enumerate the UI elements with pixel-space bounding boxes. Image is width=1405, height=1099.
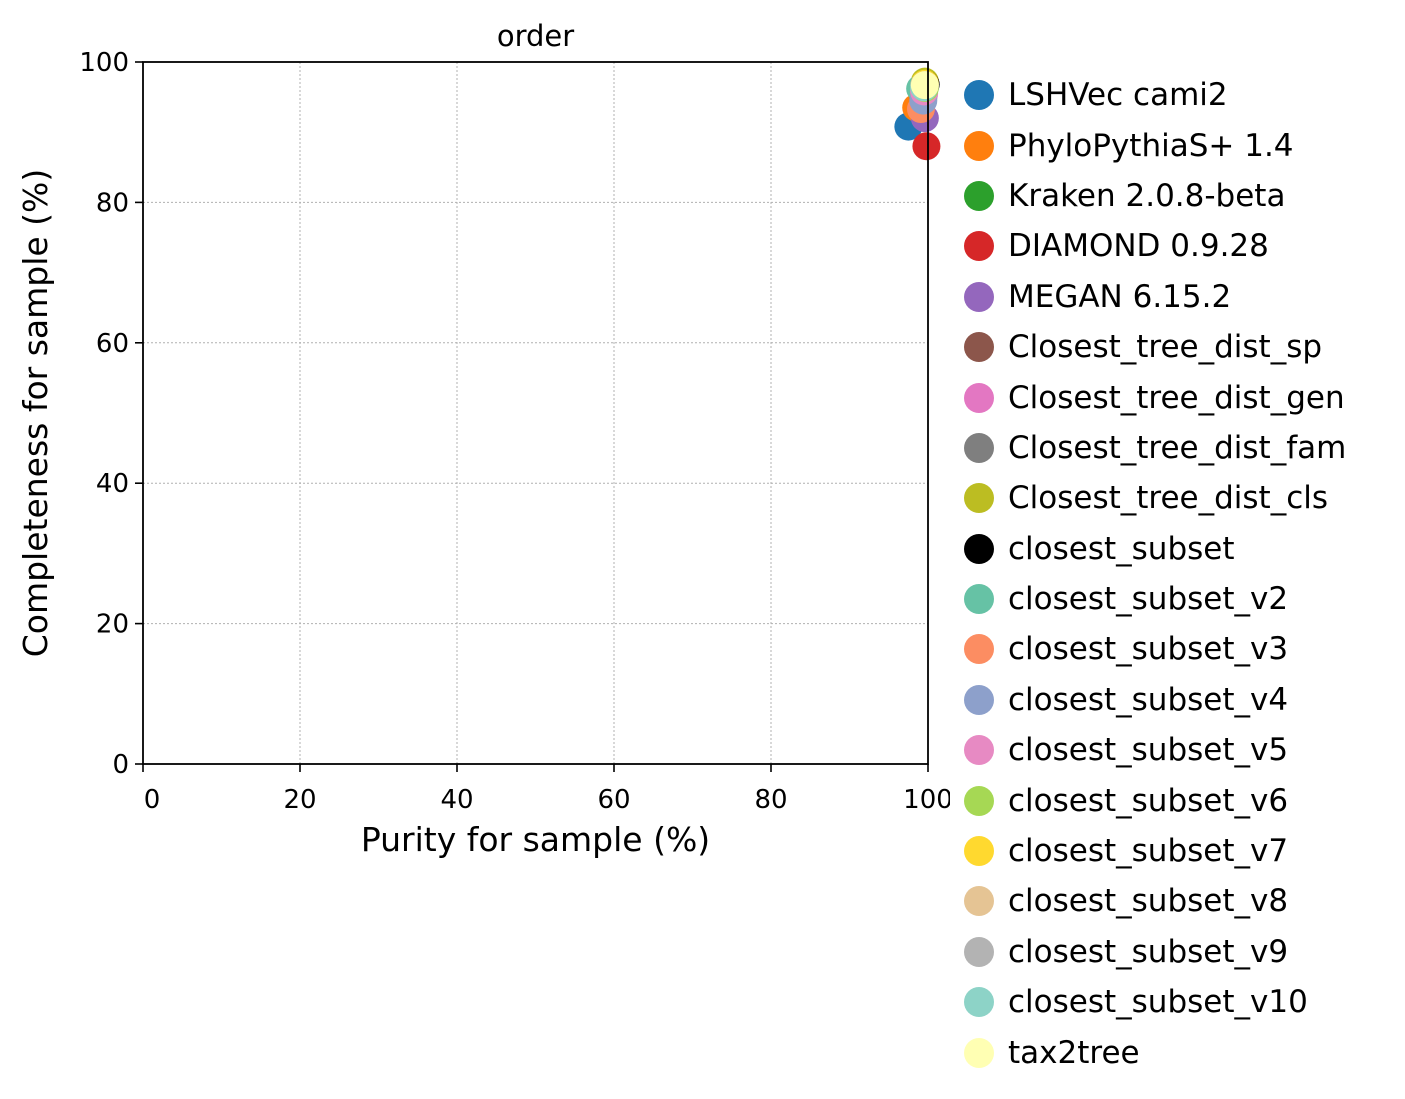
legend-item: closest_subset_v5: [964, 725, 1394, 775]
plot-frame: [142, 61, 929, 765]
legend-label: closest_subset_v4: [1008, 681, 1289, 718]
legend-item: Kraken 2.0.8-beta: [964, 171, 1394, 221]
legend-marker: [964, 987, 994, 1018]
legend-label: MEGAN 6.15.2: [1008, 278, 1232, 315]
legend-marker: [964, 180, 994, 211]
legend-item: closest_subset_v7: [964, 826, 1394, 876]
legend-item: closest_subset_v9: [964, 927, 1394, 977]
legend-item: Closest_tree_dist_fam: [964, 423, 1394, 473]
legend-marker: [964, 785, 994, 816]
legend-item: closest_subset_v6: [964, 775, 1394, 825]
legend-label: Closest_tree_dist_fam: [1008, 429, 1347, 466]
x-tick-label: 60: [597, 785, 630, 815]
x-tick-label: 100: [903, 785, 950, 815]
legend-marker: [964, 80, 994, 111]
chart-title: order: [497, 19, 574, 53]
legend-marker: [964, 281, 994, 312]
legend-label: tax2tree: [1008, 1034, 1140, 1071]
legend-marker: [964, 584, 994, 615]
legend-marker: [964, 231, 994, 262]
legend-item: Closest_tree_dist_cls: [964, 473, 1394, 523]
legend-item: PhyloPythiaS+ 1.4: [964, 120, 1394, 170]
x-tick-label: 0: [144, 785, 161, 815]
legend-label: closest_subset: [1008, 530, 1235, 567]
grid-lines: [142, 61, 929, 765]
legend-label: closest_subset_v6: [1008, 782, 1289, 819]
legend-marker: [964, 332, 994, 363]
legend-label: Closest_tree_dist_sp: [1008, 329, 1323, 366]
legend-marker: [964, 432, 994, 463]
legend-label: PhyloPythiaS+ 1.4: [1008, 127, 1294, 164]
legend-marker: [964, 735, 994, 766]
legend-item: LSHVec cami2: [964, 70, 1394, 120]
x-tick-label: 80: [754, 785, 787, 815]
y-tick-label: 60: [96, 329, 129, 359]
legend-label: Closest_tree_dist_gen: [1008, 379, 1345, 416]
legend-marker: [964, 634, 994, 665]
y-tick-label: 20: [96, 610, 129, 640]
legend-label: closest_subset_v8: [1008, 883, 1289, 920]
legend-marker: [964, 1037, 994, 1068]
legend-label: closest_subset_v10: [1008, 984, 1308, 1021]
y-tick-label: 80: [96, 188, 129, 218]
data-point: [912, 132, 941, 161]
legend-label: closest_subset_v9: [1008, 933, 1289, 970]
axis-ticks: 0 20 40 60 80 100 0 20 40 60 80 100: [79, 48, 950, 815]
y-tick-label: 40: [96, 469, 129, 499]
legend-marker: [964, 533, 994, 564]
legend-item: closest_subset: [964, 524, 1394, 574]
legend-marker: [964, 684, 994, 715]
legend-marker: [964, 936, 994, 967]
legend-marker: [964, 382, 994, 413]
scatter-chart: order 0 20 40 60 80 100 0 20 40 60 80 100 Purity fo…: [16, 19, 950, 859]
legend-item: tax2tree: [964, 1027, 1394, 1077]
x-tick-label: 40: [440, 785, 473, 815]
x-tick-label: 20: [283, 785, 316, 815]
legend-item: Closest_tree_dist_gen: [964, 372, 1394, 422]
legend-label: closest_subset_v2: [1008, 581, 1289, 618]
legend-label: closest_subset_v3: [1008, 631, 1289, 668]
legend-item: closest_subset_v10: [964, 977, 1394, 1027]
legend-marker: [964, 483, 994, 514]
data-points: [894, 67, 941, 161]
legend-item: closest_subset_v8: [964, 876, 1394, 926]
legend-item: closest_subset_v3: [964, 624, 1394, 674]
legend-marker: [964, 836, 994, 867]
legend-item: closest_subset_v2: [964, 574, 1394, 624]
legend-label: LSHVec cami2: [1008, 77, 1228, 114]
y-axis-label: Completeness for sample (%): [16, 169, 55, 658]
legend-item: closest_subset_v4: [964, 675, 1394, 725]
legend-item: DIAMOND 0.9.28: [964, 221, 1394, 271]
legend-item: MEGAN 6.15.2: [964, 272, 1394, 322]
legend-label: closest_subset_v7: [1008, 833, 1289, 870]
y-tick-label: 100: [79, 48, 129, 78]
x-axis-label: Purity for sample (%): [361, 820, 710, 859]
legend-marker: [964, 130, 994, 161]
legend-marker: [964, 886, 994, 917]
y-tick-label: 0: [112, 750, 129, 780]
legend-label: DIAMOND 0.9.28: [1008, 228, 1269, 265]
legend-label: closest_subset_v5: [1008, 732, 1289, 769]
legend: LSHVec cami2 PhyloPythiaS+ 1.4 Kraken 2.0.…: [964, 70, 1394, 1078]
legend-item: Closest_tree_dist_sp: [964, 322, 1394, 372]
legend-label: Kraken 2.0.8-beta: [1008, 177, 1286, 214]
legend-label: Closest_tree_dist_cls: [1008, 480, 1329, 517]
data-point: [910, 71, 939, 100]
